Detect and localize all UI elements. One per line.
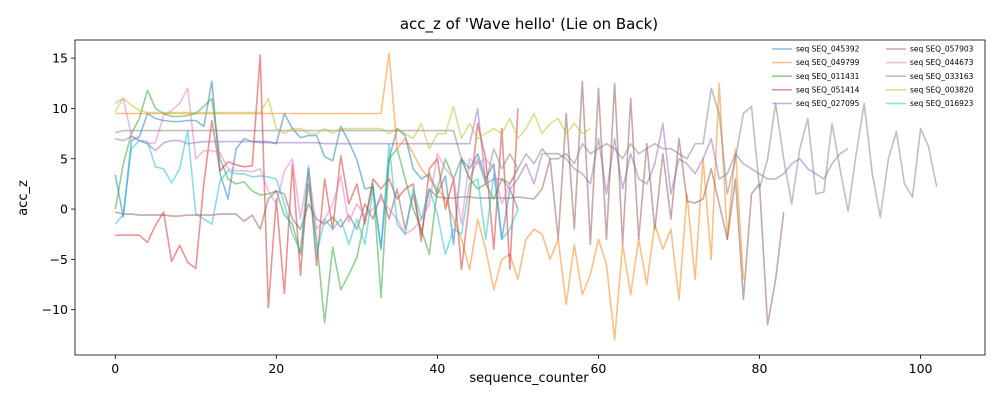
plot-area-frame (74, 39, 986, 356)
legend-entry-label: seq SEQ_044673 (910, 58, 974, 67)
legend-entry-label: seq SEQ_045392 (796, 45, 860, 54)
x-tick-label: 0 (111, 361, 119, 376)
legend-entry-label: seq SEQ_003820 (910, 85, 974, 94)
series-line-6 (115, 80, 785, 326)
x-tick-label: 100 (909, 361, 933, 376)
series-line-1 (114, 80, 519, 251)
series-line-10 (114, 129, 519, 256)
y-axis: −10 −5 0 5 10 15 (42, 51, 75, 317)
legend-entry-label: seq SEQ_057903 (910, 45, 974, 54)
y-tick-label: −10 (42, 302, 68, 317)
x-axis: 0 20 40 60 80 100 (111, 355, 933, 376)
legend-entry-label: seq SEQ_016923 (910, 99, 974, 108)
legend-entry-label: seq SEQ_051414 (796, 85, 860, 94)
x-axis-label: sequence_counter (469, 371, 589, 386)
y-tick-label: 0 (60, 202, 68, 217)
y-tick-label: −5 (50, 252, 68, 267)
x-tick-label: 80 (752, 361, 768, 376)
y-axis-label: acc_z (16, 180, 31, 216)
x-tick-label: 60 (590, 361, 606, 376)
series-line-7 (114, 87, 519, 235)
series-line-8 (115, 87, 938, 218)
legend-entry-label: seq SEQ_027095 (796, 99, 860, 108)
y-tick-label: 10 (52, 101, 68, 116)
series-layer (114, 52, 938, 341)
x-tick-label: 20 (268, 361, 284, 376)
series-line-4 (115, 54, 519, 309)
series-line-3 (114, 89, 519, 324)
y-tick-label: 5 (60, 151, 68, 166)
legend-entry-label: seq SEQ_049799 (796, 58, 860, 67)
chart-title: acc_z of 'Wave hello' (Lie on Back) (400, 15, 658, 34)
y-tick-label: 15 (52, 51, 68, 66)
series-line-9 (114, 97, 591, 150)
legend-entry-label: seq SEQ_033163 (910, 72, 974, 81)
x-tick-label: 40 (429, 361, 445, 376)
legend-entry-label: seq SEQ_011431 (796, 72, 860, 81)
